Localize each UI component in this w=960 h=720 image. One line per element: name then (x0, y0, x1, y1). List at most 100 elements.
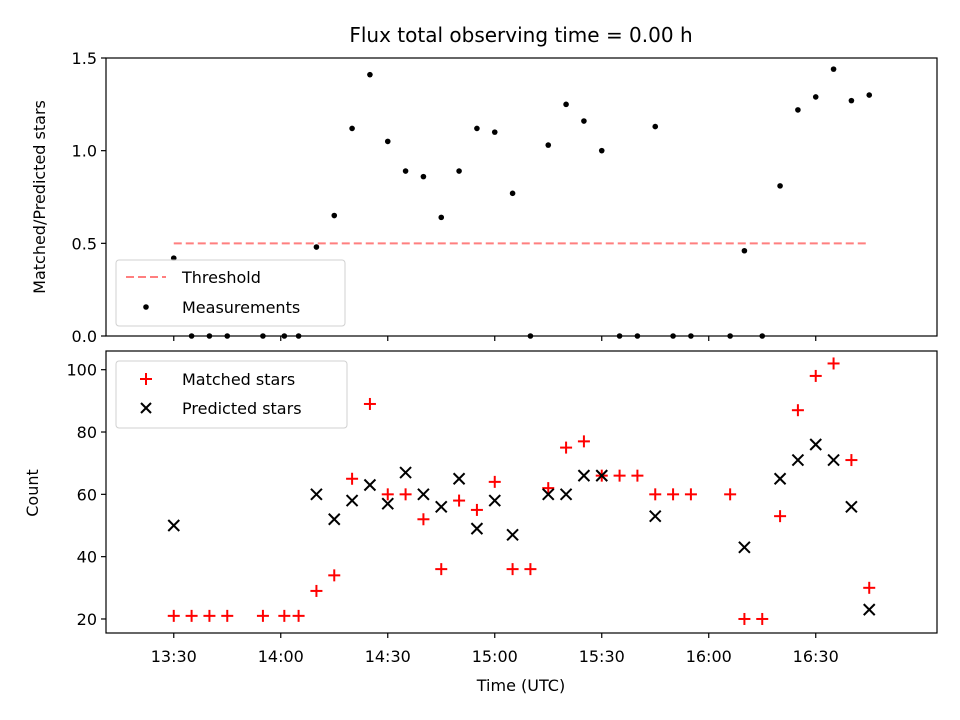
top-legend: Threshold Measurements (115, 259, 346, 327)
predicted-marker-b (452, 472, 466, 485)
x-tick-label: 14:30 (365, 647, 411, 666)
matched-star-point (738, 612, 751, 625)
matched-star-point (278, 609, 291, 622)
matched-star-point (363, 397, 376, 410)
predicted-star-point (738, 541, 751, 554)
predicted-star-point (559, 488, 573, 501)
measurement-point (420, 173, 427, 180)
bottom-y-tick-label: 80 (77, 423, 97, 442)
matched-star-point (381, 488, 394, 501)
measurement-point (331, 212, 338, 219)
measurement-point (545, 142, 552, 148)
predicted-marker-b (595, 469, 608, 482)
top-chart-title: Flux total observing time = 0.00 h (349, 23, 692, 47)
predicted-marker-b (559, 488, 573, 501)
measurement-point (281, 333, 288, 339)
measurement-point (866, 92, 873, 98)
predicted-star-point (310, 488, 323, 501)
top-y-tick-label: 1.0 (72, 142, 97, 161)
legend-threshold-label: Threshold (181, 268, 261, 287)
measurement-point (349, 125, 355, 132)
bottom-y-tick-label: 40 (77, 548, 97, 567)
predicted-star-point (506, 528, 519, 542)
predicted-marker-b (827, 453, 840, 467)
matched-star-point (292, 609, 305, 622)
matched-star-point (185, 609, 198, 622)
predicted-star-point (417, 488, 430, 501)
measurement-point (295, 333, 302, 339)
predicted-marker-b (167, 519, 180, 532)
matched-star-point (667, 488, 680, 501)
predicted-star-point (809, 438, 822, 451)
measurement-point (188, 333, 195, 339)
predicted-star-point (791, 453, 805, 467)
x-tick-label: 14:00 (258, 647, 304, 666)
predicted-star-point (363, 478, 377, 492)
top-axes-frame (105, 57, 938, 337)
matched-star-point (524, 563, 537, 576)
predicted-marker-b (809, 438, 822, 451)
x-tick-label: 15:00 (472, 647, 518, 666)
measurement-point (598, 147, 605, 154)
predicted-marker-b (470, 522, 484, 535)
x-tick-label: 16:30 (793, 647, 839, 666)
bottom-legend-box (115, 360, 348, 429)
matched-star-point (649, 488, 662, 501)
matched-star-point (684, 488, 697, 501)
predicted-star-point (649, 509, 662, 523)
measurement-point (670, 333, 676, 339)
x-axis-label: Time (UTC) (476, 676, 565, 695)
measurement-point (830, 66, 837, 72)
predicted-marker-b (542, 488, 555, 501)
top-y-tick-label: 0.0 (72, 327, 97, 346)
x-tick-label: 16:00 (686, 647, 732, 666)
bottom-y-tick-label: 100 (66, 361, 97, 380)
measurement-point (759, 333, 766, 339)
measurement-point (402, 168, 409, 174)
predicted-marker-b (791, 453, 805, 467)
measurement-point (581, 118, 587, 124)
matched-star-point (791, 404, 804, 417)
predicted-marker-b (488, 494, 501, 507)
bottom-axes-frame (105, 350, 938, 634)
matched-star-point (542, 482, 555, 495)
legend-measurements-label: Measurements (182, 298, 300, 317)
matched-star-point (435, 563, 448, 576)
matched-star-point (827, 357, 840, 370)
matched-star-point (560, 441, 573, 454)
measurement-point (634, 333, 641, 339)
predicted-marker-b (381, 497, 394, 510)
matched-star-point (310, 584, 323, 597)
legend-predicted-label: Predicted stars (182, 399, 302, 418)
predicted-marker-b (738, 541, 751, 554)
bottom-legend: Matched stars Predicted stars (115, 360, 348, 429)
predicted-star-point (399, 466, 412, 479)
bottom-y-axis-label: Count (23, 469, 42, 517)
matched-star-point (488, 475, 501, 488)
predicted-star-point (381, 497, 394, 510)
predicted-marker-b (506, 528, 519, 542)
matched-star-point (346, 472, 359, 485)
matched-star-point (756, 612, 769, 625)
matched-star-point (203, 609, 216, 622)
matched-star-point (221, 609, 234, 622)
predicted-marker-b (863, 603, 876, 616)
predicted-star-point (845, 500, 858, 514)
legend-matched-label: Matched stars (182, 370, 295, 389)
measurement-point (384, 138, 391, 145)
predicted-star-point (167, 519, 180, 532)
measurement-point (260, 333, 266, 339)
matched-star-point (453, 494, 466, 507)
measurement-point (509, 190, 516, 197)
matched-star-point (470, 503, 483, 516)
bottom-y-tick-label: 60 (77, 485, 97, 504)
measurement-point (491, 129, 498, 135)
predicted-star-point (452, 472, 466, 485)
matched-star-point (809, 369, 822, 382)
measurement-point (688, 333, 694, 339)
predicted-marker-b (417, 488, 430, 501)
predicted-star-point (488, 494, 501, 507)
measurement-point (848, 97, 855, 104)
predicted-star-point (345, 494, 359, 507)
measurement-point (474, 125, 480, 132)
